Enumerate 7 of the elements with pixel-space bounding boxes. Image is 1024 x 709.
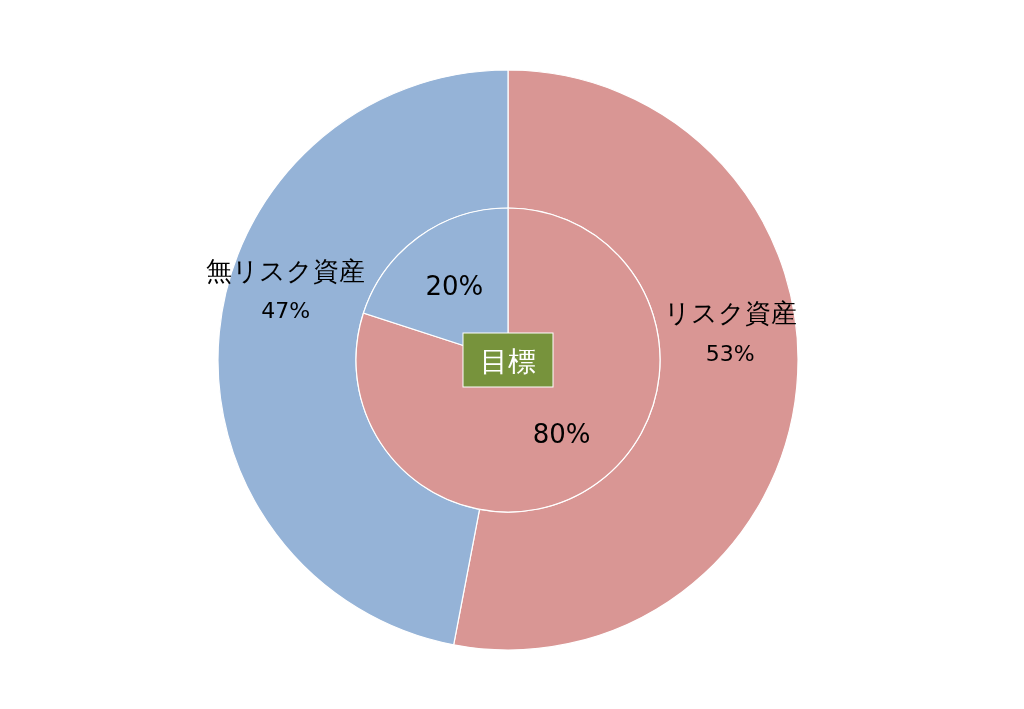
data-label: 53% [705,340,755,366]
slice-label: リスク資産 [663,298,797,329]
data-label: 20% [425,271,484,302]
slice-label: 無リスク資産 [206,255,366,286]
text: 目標 [480,344,536,378]
data-label: 47% [261,298,311,324]
data-label: 80% [532,418,591,449]
